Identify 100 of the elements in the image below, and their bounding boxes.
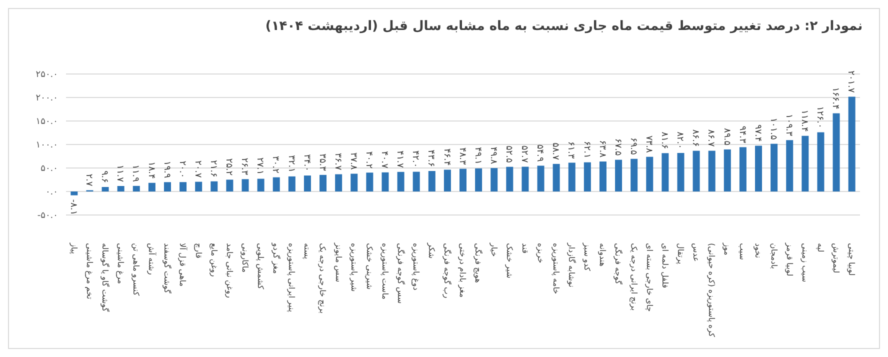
bar [288,176,296,192]
y-tick-label: ۱۵۰.۰ [36,117,58,128]
x-tick-label: کشمش پلویی [256,243,266,290]
x-tick-label: شیر خشک [504,243,514,279]
data-label: ۵۲.۷ [519,145,530,163]
bar [692,150,700,192]
data-label: ۲۱.۶ [208,160,218,178]
bar [195,182,202,192]
x-tick-label: لوبیا چیتی [847,243,856,276]
x-tick-label: رب گوجه فرنگی [442,243,453,298]
bar [537,166,544,192]
data-label: ۴۰.۷ [379,150,390,169]
x-tick-label: پیاز [69,242,78,254]
data-label: ۴۶.۴ [441,148,452,166]
bar [210,181,218,192]
x-tick-label: پرتقال [676,243,685,264]
x-tick-label: سس مایونز [334,242,343,282]
data-label: ۴۰.۲ [364,151,374,169]
x-tick-label: عدس [692,243,700,262]
data-label: ۱۶۶.۴ [830,87,840,110]
x-tick-label: لیموترش [831,243,840,274]
bar [646,156,654,192]
x-tick-label: موز [722,242,732,256]
data-label: ۴۲.۰ [410,150,420,168]
x-tick-label: کدو سبز [582,242,592,272]
data-label: ۳۶.۷ [332,152,342,170]
data-label: ۱۱.۹ [130,164,140,182]
bar [397,172,404,192]
bar [739,147,746,192]
y-tick-label: ۰.۰ [45,188,58,198]
data-label: ۲۰۱.۷ [846,70,856,93]
bar [522,166,529,192]
data-label: ۸۹.۵ [721,128,732,146]
data-label: ۸۶.۶ [690,129,700,147]
bar [382,172,389,192]
x-tick-label: ماست پاستوریزه [380,243,390,300]
data-label: ۴۳.۶ [426,150,436,168]
data-label: ۷۳.۸ [643,135,654,153]
bar [599,162,606,192]
bar [770,144,778,192]
x-tick-label: روغن نباتی جامد [224,243,234,298]
x-tick-label: لوبیا قرمز [784,242,794,276]
x-tick-label: بادمجان [769,243,778,269]
y-tick-label: ۲۰۰.۰ [36,94,58,104]
x-tick-label: شیر پاستوریزه [349,243,358,292]
x-tick-label: کنسرو ماهی تن [132,243,141,296]
x-tick-label: شیرینی خشک [364,243,374,290]
bar [817,132,824,192]
bar [832,113,840,192]
x-tick-label: مغز بادام درختی [458,243,468,298]
x-tick-label: خیار [489,242,498,257]
x-tick-label: مرغ ماشینی [116,243,126,284]
data-label: ۴۹.۸ [488,146,498,164]
x-tick-label: برنج خارجی درجه یک [318,243,328,314]
bar [802,136,809,192]
data-label: ۱۸.۴ [146,161,156,180]
data-label: ۳۰.۲ [270,156,280,174]
data-label: ۳۷.۸ [348,152,358,170]
bar [257,178,264,192]
bar [180,182,187,192]
data-label: ۱۱۸.۴ [799,110,810,132]
x-tick-label: تخم مرغ ماشینی [84,243,94,300]
bar [272,177,280,192]
data-label: ۱۰۹.۳ [783,114,794,136]
bar [102,186,109,192]
x-tick-label: پنیر ایرانی پاستوریزه [287,243,296,312]
x-tick-label: گوجه فرنگی [614,243,624,284]
bar [444,170,451,192]
bar [786,140,794,192]
bar [366,172,374,192]
x-tick-label: ماکارونی [240,243,250,273]
bar [677,152,684,192]
x-tick-label: سیب زمینی [800,243,810,282]
x-tick-label: ماهی قزل آلا [178,243,188,287]
data-label: ۸۲.۰ [674,132,685,149]
x-tick-label: نوشابه گازدار [567,242,578,288]
data-label: ۱۹.۹ [161,160,172,178]
bar [568,162,576,192]
data-label: ۳۴.۰ [301,154,312,172]
data-label: ۲۶.۳ [239,158,250,176]
bar [132,186,140,192]
data-label: ۴۸.۳ [456,147,467,165]
bar [226,180,234,192]
data-label: ۸۱.۶ [659,132,670,150]
x-tick-label: شکر [427,242,436,259]
data-label: ۲۰.۰ [176,160,187,178]
bar [70,192,78,196]
y-tick-label: -۵۰.۰ [37,211,58,222]
data-label: ۱۲۶.۰ [814,106,825,128]
x-tick-label: خربزه [536,243,545,264]
bar [148,182,156,192]
data-label: ۱۱.۷ [114,164,125,182]
bar [662,153,669,192]
bar [412,172,420,192]
bar [755,146,762,192]
data-label: ۱۰۱.۵ [768,118,778,140]
data-label: ۲۵.۲ [224,158,234,176]
x-tick-label: نخود [754,243,763,258]
x-tick-label: گوشت گوسفند [162,243,173,294]
bar [304,176,311,192]
